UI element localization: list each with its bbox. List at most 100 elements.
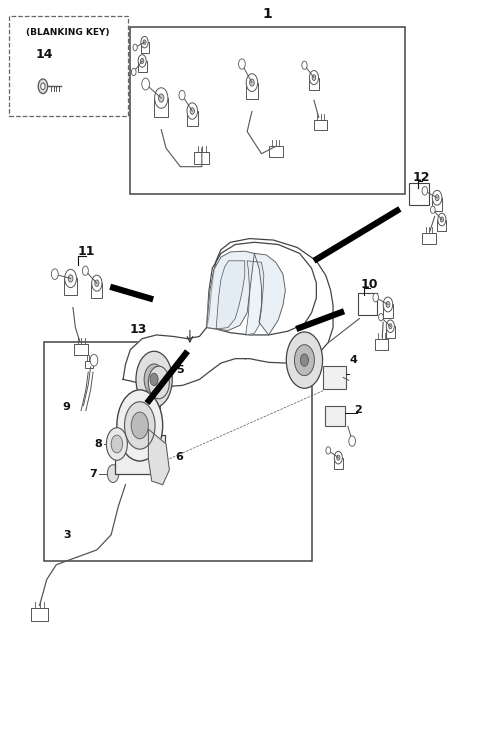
Bar bbox=[409, 183, 429, 205]
Polygon shape bbox=[206, 251, 254, 330]
Bar bbox=[115, 435, 165, 474]
Text: 14: 14 bbox=[36, 48, 53, 61]
Circle shape bbox=[133, 44, 137, 51]
Bar bbox=[269, 146, 283, 158]
Bar bbox=[64, 278, 77, 295]
Bar bbox=[383, 304, 393, 318]
Text: 8: 8 bbox=[94, 439, 102, 449]
Text: 6: 6 bbox=[175, 452, 183, 461]
Circle shape bbox=[131, 412, 148, 439]
Circle shape bbox=[90, 354, 98, 366]
Bar bbox=[323, 365, 347, 389]
Bar bbox=[141, 42, 149, 53]
Bar bbox=[375, 339, 388, 350]
Bar bbox=[9, 16, 128, 116]
Circle shape bbox=[138, 54, 146, 67]
Circle shape bbox=[144, 364, 164, 395]
Bar bbox=[359, 292, 377, 315]
Circle shape bbox=[386, 301, 390, 307]
Circle shape bbox=[312, 74, 316, 80]
Circle shape bbox=[51, 269, 58, 280]
Circle shape bbox=[158, 94, 164, 102]
Bar bbox=[432, 198, 442, 211]
Bar bbox=[309, 77, 319, 91]
Circle shape bbox=[379, 313, 384, 321]
Bar bbox=[74, 344, 88, 356]
Text: 4: 4 bbox=[349, 355, 358, 365]
Circle shape bbox=[389, 324, 392, 329]
Circle shape bbox=[326, 446, 331, 454]
Polygon shape bbox=[246, 261, 264, 335]
Polygon shape bbox=[123, 239, 333, 387]
Bar bbox=[138, 61, 146, 72]
Circle shape bbox=[435, 195, 439, 201]
Circle shape bbox=[431, 206, 435, 214]
Circle shape bbox=[438, 214, 446, 226]
Circle shape bbox=[246, 74, 258, 92]
Circle shape bbox=[111, 435, 122, 453]
Bar bbox=[91, 283, 102, 298]
Circle shape bbox=[432, 190, 442, 205]
Circle shape bbox=[336, 455, 340, 460]
Circle shape bbox=[187, 103, 198, 119]
Circle shape bbox=[41, 83, 45, 89]
Text: 1: 1 bbox=[263, 7, 272, 21]
Circle shape bbox=[302, 61, 307, 69]
Text: 13: 13 bbox=[129, 322, 146, 336]
Polygon shape bbox=[216, 261, 245, 329]
Circle shape bbox=[179, 91, 185, 100]
Circle shape bbox=[107, 428, 127, 461]
Circle shape bbox=[294, 344, 314, 376]
Circle shape bbox=[155, 88, 168, 109]
Circle shape bbox=[148, 366, 169, 399]
Bar bbox=[246, 83, 258, 99]
Circle shape bbox=[150, 373, 158, 385]
Circle shape bbox=[142, 78, 149, 90]
Circle shape bbox=[386, 320, 395, 333]
Text: 5: 5 bbox=[177, 365, 184, 375]
Circle shape bbox=[300, 354, 309, 366]
Circle shape bbox=[141, 58, 144, 63]
Circle shape bbox=[334, 452, 342, 464]
Bar bbox=[154, 98, 168, 117]
Circle shape bbox=[440, 217, 444, 222]
Polygon shape bbox=[206, 243, 316, 335]
Bar bbox=[194, 152, 209, 164]
Bar bbox=[325, 405, 345, 426]
Circle shape bbox=[117, 390, 163, 461]
Bar bbox=[31, 608, 48, 621]
Text: 7: 7 bbox=[89, 469, 97, 478]
Polygon shape bbox=[148, 429, 169, 485]
Circle shape bbox=[38, 79, 48, 94]
Circle shape bbox=[250, 79, 254, 86]
Bar bbox=[307, 354, 321, 365]
Circle shape bbox=[383, 297, 393, 312]
Circle shape bbox=[143, 40, 146, 45]
Circle shape bbox=[310, 71, 319, 85]
Bar bbox=[386, 327, 395, 338]
Text: 10: 10 bbox=[361, 278, 379, 291]
Circle shape bbox=[286, 332, 323, 388]
Bar bbox=[130, 28, 405, 194]
Circle shape bbox=[141, 36, 148, 48]
Bar bbox=[44, 342, 312, 561]
Circle shape bbox=[68, 275, 73, 282]
Circle shape bbox=[422, 187, 428, 195]
Circle shape bbox=[83, 266, 88, 275]
Circle shape bbox=[92, 275, 102, 291]
Circle shape bbox=[239, 59, 245, 69]
Circle shape bbox=[132, 68, 136, 76]
Bar bbox=[314, 120, 327, 130]
Circle shape bbox=[65, 269, 76, 288]
Circle shape bbox=[373, 293, 378, 302]
Text: 11: 11 bbox=[78, 246, 95, 258]
Circle shape bbox=[108, 465, 119, 483]
Circle shape bbox=[349, 436, 356, 446]
Text: 12: 12 bbox=[413, 171, 430, 185]
Polygon shape bbox=[254, 254, 285, 335]
Text: (BLANKING KEY): (BLANKING KEY) bbox=[26, 28, 110, 36]
Bar bbox=[422, 234, 436, 244]
Bar bbox=[187, 111, 198, 126]
Text: 3: 3 bbox=[63, 530, 71, 540]
Bar bbox=[437, 219, 446, 231]
